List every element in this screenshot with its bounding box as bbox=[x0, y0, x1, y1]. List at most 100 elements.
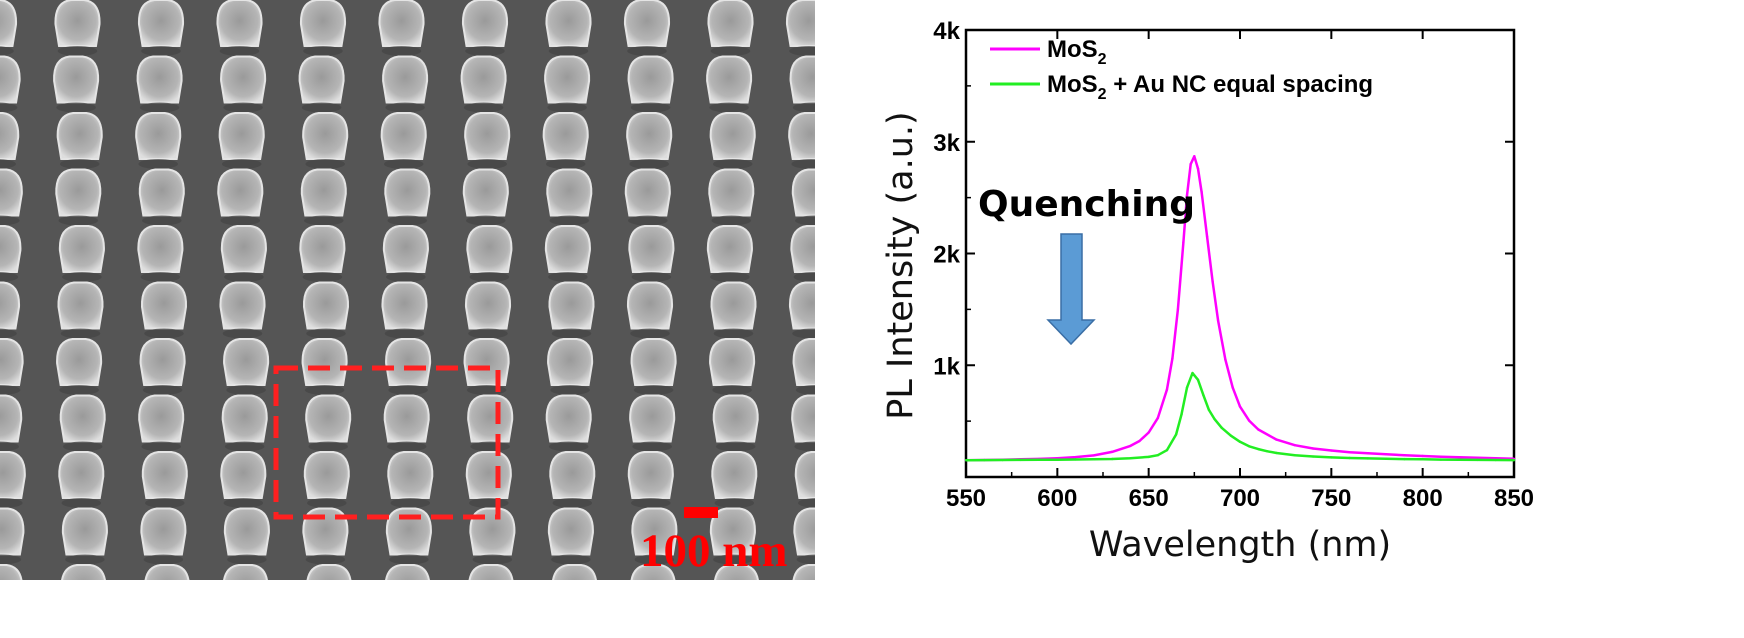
pillar-shadow bbox=[226, 385, 266, 395]
nanopillar bbox=[382, 55, 429, 104]
nanopillar bbox=[0, 168, 23, 217]
nanopillar bbox=[631, 507, 678, 556]
data-point bbox=[983, 458, 986, 462]
pillar-shadow bbox=[793, 272, 815, 282]
pillar-shadow bbox=[389, 554, 429, 565]
data-point bbox=[1129, 444, 1132, 448]
pillar-shadow bbox=[0, 328, 17, 339]
pillar-shadow bbox=[629, 159, 669, 169]
pillar-shadow bbox=[795, 385, 815, 395]
pillar-shadow bbox=[0, 385, 21, 395]
nanopillar bbox=[465, 451, 512, 499]
nanopillar bbox=[630, 338, 677, 386]
data-point bbox=[1476, 458, 1479, 462]
data-point bbox=[1185, 194, 1189, 197]
nanopillar bbox=[709, 507, 756, 556]
nanopillar bbox=[0, 451, 26, 499]
nanopillar bbox=[387, 451, 434, 499]
nanopillar bbox=[56, 338, 103, 386]
nanopillar bbox=[626, 112, 673, 160]
data-point bbox=[1330, 449, 1333, 452]
pillar-shadow bbox=[798, 498, 815, 508]
x-axis-title: Wavelength (nm) bbox=[1089, 525, 1391, 565]
y-tick-label: 4k bbox=[933, 18, 960, 45]
pillar-shadow bbox=[142, 215, 182, 226]
pillar-shadow bbox=[62, 441, 103, 452]
y-tick-label: 2k bbox=[933, 242, 960, 269]
pillar-shadow bbox=[468, 328, 508, 339]
nanopillar bbox=[790, 225, 815, 273]
data-point bbox=[1384, 453, 1388, 456]
data-point bbox=[1074, 455, 1077, 459]
pillar-shadow bbox=[551, 328, 592, 339]
data-point bbox=[1165, 388, 1169, 392]
data-point bbox=[1165, 448, 1169, 452]
pillar-shadow bbox=[632, 441, 672, 452]
nanopillar bbox=[54, 0, 101, 47]
data-point bbox=[1001, 458, 1004, 462]
pillar-shadow bbox=[627, 46, 667, 56]
nanopillar bbox=[545, 394, 592, 443]
nanopillar bbox=[547, 507, 594, 556]
nanopillar bbox=[135, 112, 182, 160]
pillar-shadow bbox=[141, 441, 181, 452]
nanopillar bbox=[545, 0, 592, 47]
pillar-shadow bbox=[791, 159, 815, 169]
data-point bbox=[1220, 426, 1223, 430]
pillar-shadow bbox=[548, 46, 589, 56]
x-tick-label: 700 bbox=[1220, 485, 1260, 512]
data-point bbox=[1247, 445, 1251, 448]
nanopillar bbox=[460, 55, 507, 104]
data-point bbox=[1293, 454, 1297, 457]
pillar-shadow bbox=[58, 215, 99, 226]
nanopillar bbox=[383, 394, 430, 443]
nanopillar bbox=[464, 281, 512, 330]
pillar-shadow bbox=[792, 328, 815, 339]
pillar-shadow bbox=[713, 328, 754, 339]
pillar-shadow bbox=[387, 215, 428, 226]
pillar-shadow bbox=[0, 272, 19, 282]
annotation-text: Quenching bbox=[978, 184, 1195, 225]
pillar-shadow bbox=[390, 498, 431, 508]
nanopillar bbox=[302, 281, 350, 330]
nanopillar bbox=[706, 55, 753, 104]
pillar-shadow bbox=[224, 441, 265, 452]
data-point bbox=[1311, 455, 1315, 458]
x-tick-label: 600 bbox=[1037, 485, 1077, 512]
series-line-1 bbox=[965, 371, 1515, 462]
data-point bbox=[1207, 408, 1211, 412]
nanopillar bbox=[544, 55, 591, 104]
nanopillar bbox=[61, 507, 108, 556]
pillar-shadow bbox=[795, 215, 815, 226]
data-point bbox=[1156, 454, 1160, 457]
data-point bbox=[1238, 405, 1242, 408]
nanopillar bbox=[624, 168, 671, 217]
data-point bbox=[1275, 438, 1278, 441]
data-point bbox=[1147, 455, 1150, 459]
data-point bbox=[1056, 458, 1059, 461]
nanopillar bbox=[384, 168, 431, 217]
pillar-shadow bbox=[305, 554, 346, 565]
nanopillar bbox=[299, 0, 347, 47]
nanopillar bbox=[220, 225, 267, 273]
nanopillar bbox=[544, 225, 591, 273]
pillar-shadow bbox=[302, 272, 343, 282]
nanopillar bbox=[467, 394, 514, 443]
data-point bbox=[1202, 394, 1205, 397]
nanopillar bbox=[709, 338, 756, 386]
data-point bbox=[1224, 358, 1227, 361]
data-point bbox=[1257, 447, 1260, 451]
pillar-shadow bbox=[59, 159, 100, 169]
pillar-shadow bbox=[304, 215, 344, 226]
nanopillar bbox=[299, 225, 346, 273]
nanopillar bbox=[466, 225, 513, 273]
data-point bbox=[1458, 458, 1461, 461]
data-point bbox=[1293, 443, 1297, 447]
nanopillar bbox=[219, 281, 266, 330]
data-point bbox=[1001, 458, 1004, 461]
nanopillar bbox=[385, 564, 430, 580]
pillar-shadow bbox=[65, 554, 105, 565]
pillar-shadow bbox=[712, 159, 753, 169]
nanopillar-array bbox=[0, 0, 815, 580]
data-point bbox=[1185, 386, 1189, 389]
